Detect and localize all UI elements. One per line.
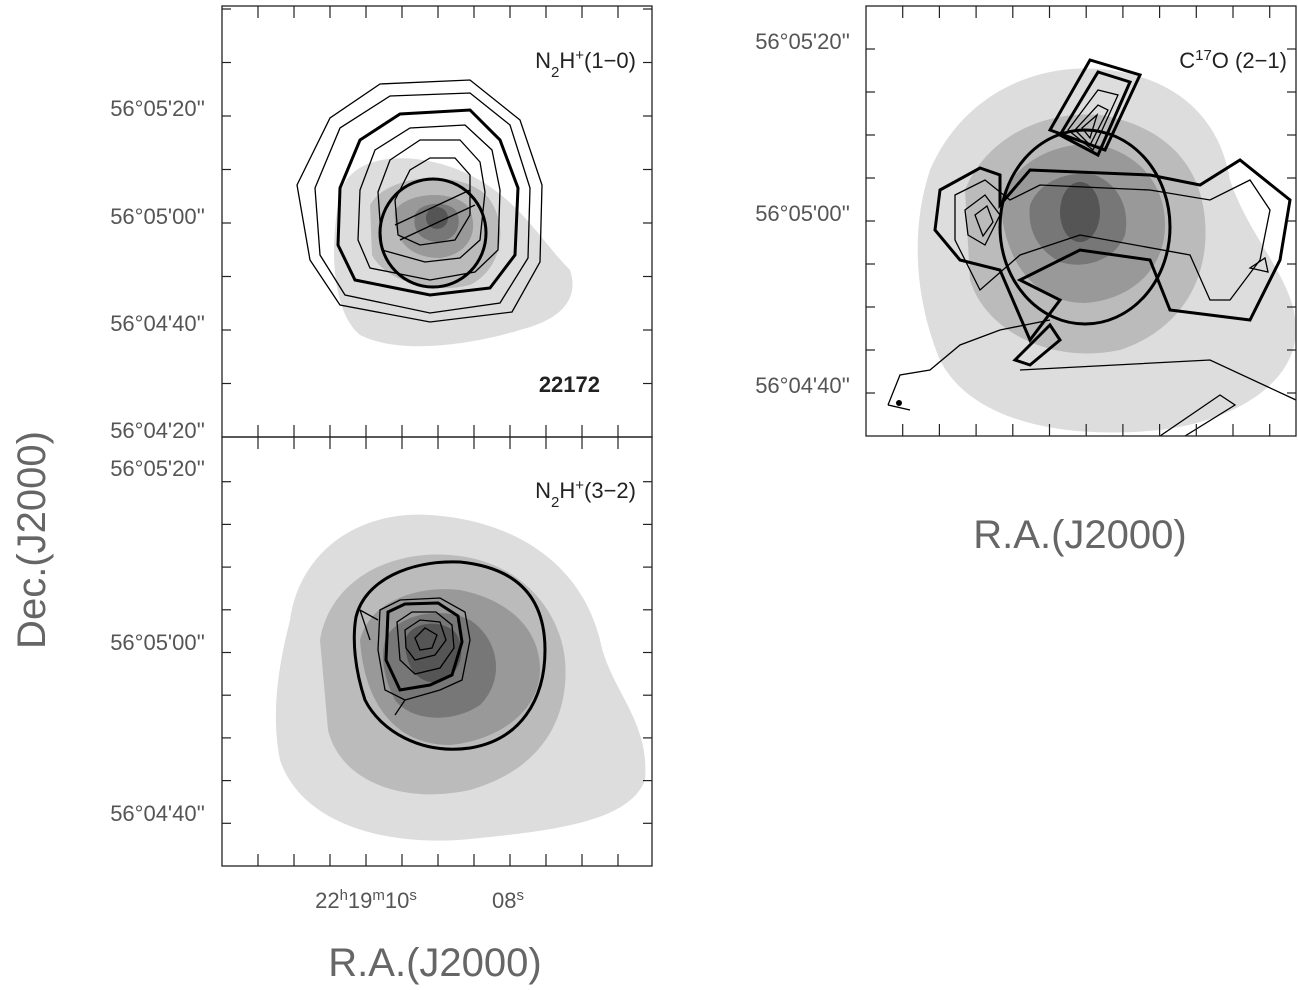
label-part: h (340, 887, 348, 904)
map-top-left (296, 79, 573, 347)
frame (221, 436, 653, 867)
label-part: s (409, 887, 417, 904)
label-part: s (516, 887, 524, 904)
ra-tick-label: 08s (492, 887, 524, 914)
source-name: 22172 (539, 372, 600, 397)
label-part: N (535, 48, 551, 73)
map-bottom-left (275, 514, 646, 841)
x-axis-label: R.A.(J2000) (973, 513, 1186, 557)
label-part: m (372, 887, 385, 904)
dec-tick-label: 56°05'00'' (110, 630, 205, 655)
y-axis-label: Dec.(J2000) (10, 431, 54, 649)
label-part: 10 (385, 888, 409, 913)
dec-tick-label: 56°05'20'' (110, 456, 205, 481)
panel-label: N2H+(1−0) (535, 47, 636, 81)
panel-label: N2H+(3−2) (535, 477, 636, 511)
panel-label: C17O (2−1) (1179, 47, 1287, 74)
dec-tick-label: 56°04'40'' (110, 311, 205, 336)
dec-tick-label: 56°05'20'' (110, 96, 205, 121)
label-part: H (559, 48, 575, 73)
label-part: 22 (315, 888, 339, 913)
label-part: N (535, 478, 551, 503)
label-part: 2 (551, 494, 559, 511)
label-part: 17 (1195, 47, 1212, 64)
dec-tick-label: 56°04'40'' (755, 373, 850, 398)
x-axis-label: R.A.(J2000) (328, 941, 541, 985)
dec-tick-label: 56°04'40'' (110, 801, 205, 826)
label-part: C (1179, 48, 1195, 73)
label-part: + (575, 47, 584, 64)
label-part: 2 (551, 64, 559, 81)
map-right (887, 58, 1296, 436)
label-part: H (559, 478, 575, 503)
dec-tick-label: 56°05'00'' (110, 204, 205, 229)
ra-tick-label: 22h19m10s (315, 887, 417, 914)
label-part: (1−0) (584, 48, 636, 73)
label-part: 08 (492, 888, 516, 913)
dec-tick-label: 56°05'00'' (755, 201, 850, 226)
label-part: 19 (348, 888, 372, 913)
label-part: O (2−1) (1212, 48, 1287, 73)
dec-tick-label: 56°04'20'' (110, 418, 205, 443)
label-part: (3−2) (584, 478, 636, 503)
label-part: + (575, 477, 584, 494)
dec-tick-label: 56°05'20'' (755, 29, 850, 54)
